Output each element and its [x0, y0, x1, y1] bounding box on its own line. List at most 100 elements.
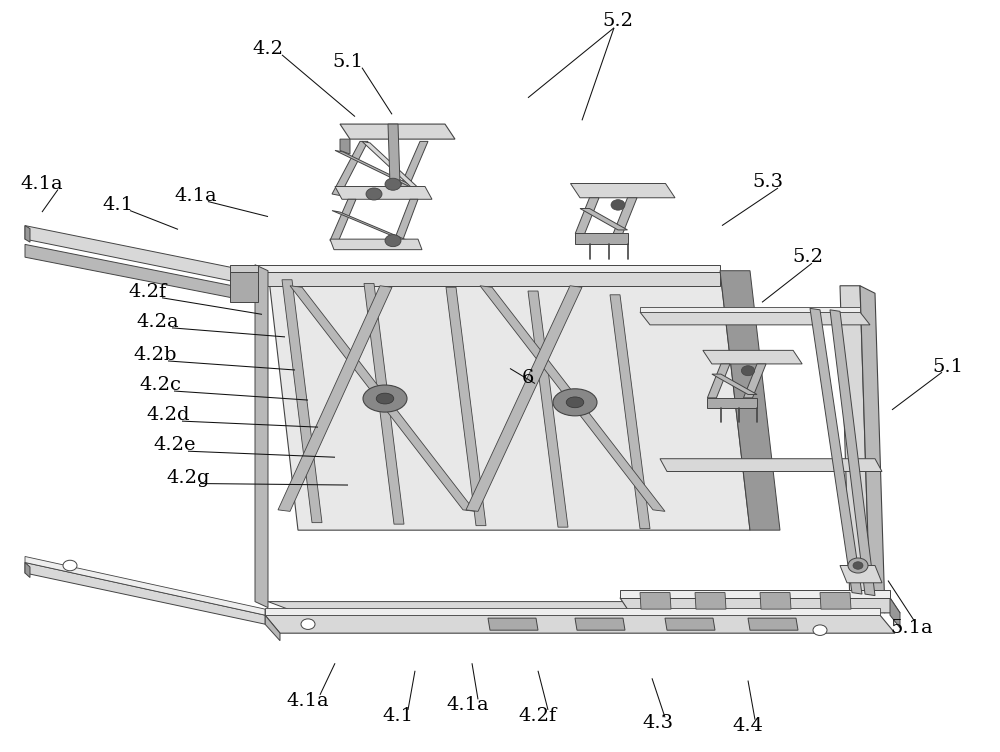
Text: 4.1: 4.1 [382, 707, 414, 725]
Polygon shape [278, 286, 392, 511]
Polygon shape [255, 265, 268, 608]
Circle shape [63, 560, 77, 571]
Polygon shape [340, 124, 455, 139]
Text: 4.2: 4.2 [252, 40, 284, 58]
Polygon shape [860, 286, 885, 613]
Text: 4.1: 4.1 [103, 196, 134, 214]
Polygon shape [760, 593, 791, 609]
Text: 4.2a: 4.2a [137, 313, 179, 331]
Polygon shape [640, 307, 860, 312]
Text: 5.1a: 5.1a [891, 619, 933, 637]
Circle shape [385, 178, 401, 190]
Text: 4.2f: 4.2f [129, 283, 167, 301]
Polygon shape [743, 364, 766, 398]
Polygon shape [712, 374, 757, 395]
Circle shape [366, 188, 382, 200]
Text: 5.1: 5.1 [332, 53, 364, 71]
Text: 4.2c: 4.2c [139, 376, 181, 394]
Polygon shape [268, 271, 750, 530]
Polygon shape [707, 398, 757, 408]
Polygon shape [640, 593, 671, 609]
Text: 5.2: 5.2 [602, 12, 634, 30]
Polygon shape [230, 265, 258, 272]
Text: 4.2e: 4.2e [154, 436, 196, 454]
Polygon shape [707, 364, 730, 398]
Polygon shape [25, 226, 30, 242]
Polygon shape [25, 562, 265, 624]
Polygon shape [268, 602, 780, 613]
Polygon shape [488, 618, 538, 630]
Polygon shape [230, 272, 258, 302]
Polygon shape [703, 350, 802, 364]
Polygon shape [330, 239, 422, 250]
Polygon shape [720, 271, 780, 530]
Polygon shape [840, 566, 882, 583]
Polygon shape [397, 141, 428, 196]
Circle shape [385, 235, 401, 247]
Text: 4.4: 4.4 [732, 717, 764, 735]
Circle shape [301, 619, 315, 629]
Text: 5.1: 5.1 [932, 358, 964, 376]
Text: 4.2f: 4.2f [519, 707, 557, 725]
Polygon shape [695, 593, 726, 609]
Polygon shape [388, 124, 400, 184]
Polygon shape [810, 308, 862, 594]
Text: 6: 6 [522, 368, 534, 387]
Text: 5.3: 5.3 [752, 173, 784, 191]
Circle shape [853, 562, 863, 569]
Polygon shape [290, 286, 475, 511]
Ellipse shape [553, 389, 597, 416]
Circle shape [611, 200, 625, 211]
Polygon shape [446, 287, 486, 526]
Polygon shape [340, 139, 350, 154]
Polygon shape [528, 291, 568, 527]
Ellipse shape [363, 385, 407, 412]
Ellipse shape [566, 397, 584, 408]
Polygon shape [362, 141, 425, 194]
Polygon shape [748, 618, 798, 630]
Polygon shape [265, 615, 895, 633]
Polygon shape [665, 618, 715, 630]
Polygon shape [364, 284, 404, 524]
Polygon shape [332, 211, 408, 241]
Circle shape [741, 365, 755, 376]
Polygon shape [820, 593, 851, 609]
Text: 5.2: 5.2 [792, 248, 824, 266]
Polygon shape [255, 265, 720, 272]
Ellipse shape [376, 393, 394, 404]
Circle shape [848, 558, 868, 573]
Polygon shape [332, 141, 368, 196]
Polygon shape [890, 598, 900, 628]
Circle shape [813, 625, 827, 635]
Polygon shape [575, 233, 628, 244]
Polygon shape [610, 295, 650, 529]
Polygon shape [613, 198, 637, 233]
Polygon shape [394, 199, 418, 242]
Polygon shape [335, 150, 425, 192]
Polygon shape [830, 310, 875, 596]
Polygon shape [580, 208, 628, 230]
Polygon shape [480, 286, 665, 511]
Polygon shape [25, 556, 265, 615]
Polygon shape [640, 312, 870, 325]
Polygon shape [466, 286, 582, 511]
Polygon shape [840, 286, 870, 605]
Text: 4.1a: 4.1a [447, 696, 489, 714]
Polygon shape [575, 198, 599, 233]
Text: 4.1a: 4.1a [21, 175, 63, 193]
Polygon shape [265, 608, 880, 615]
Text: 4.1a: 4.1a [287, 692, 329, 710]
Polygon shape [25, 562, 30, 578]
Polygon shape [255, 272, 720, 286]
Text: 4.2g: 4.2g [166, 468, 210, 487]
Text: 4.1a: 4.1a [175, 186, 217, 205]
Polygon shape [620, 590, 890, 598]
Polygon shape [265, 615, 280, 641]
Polygon shape [25, 244, 255, 302]
Polygon shape [570, 183, 675, 198]
Polygon shape [330, 199, 356, 242]
Polygon shape [25, 226, 255, 286]
Polygon shape [660, 459, 882, 472]
Polygon shape [620, 598, 900, 613]
Polygon shape [335, 186, 432, 199]
